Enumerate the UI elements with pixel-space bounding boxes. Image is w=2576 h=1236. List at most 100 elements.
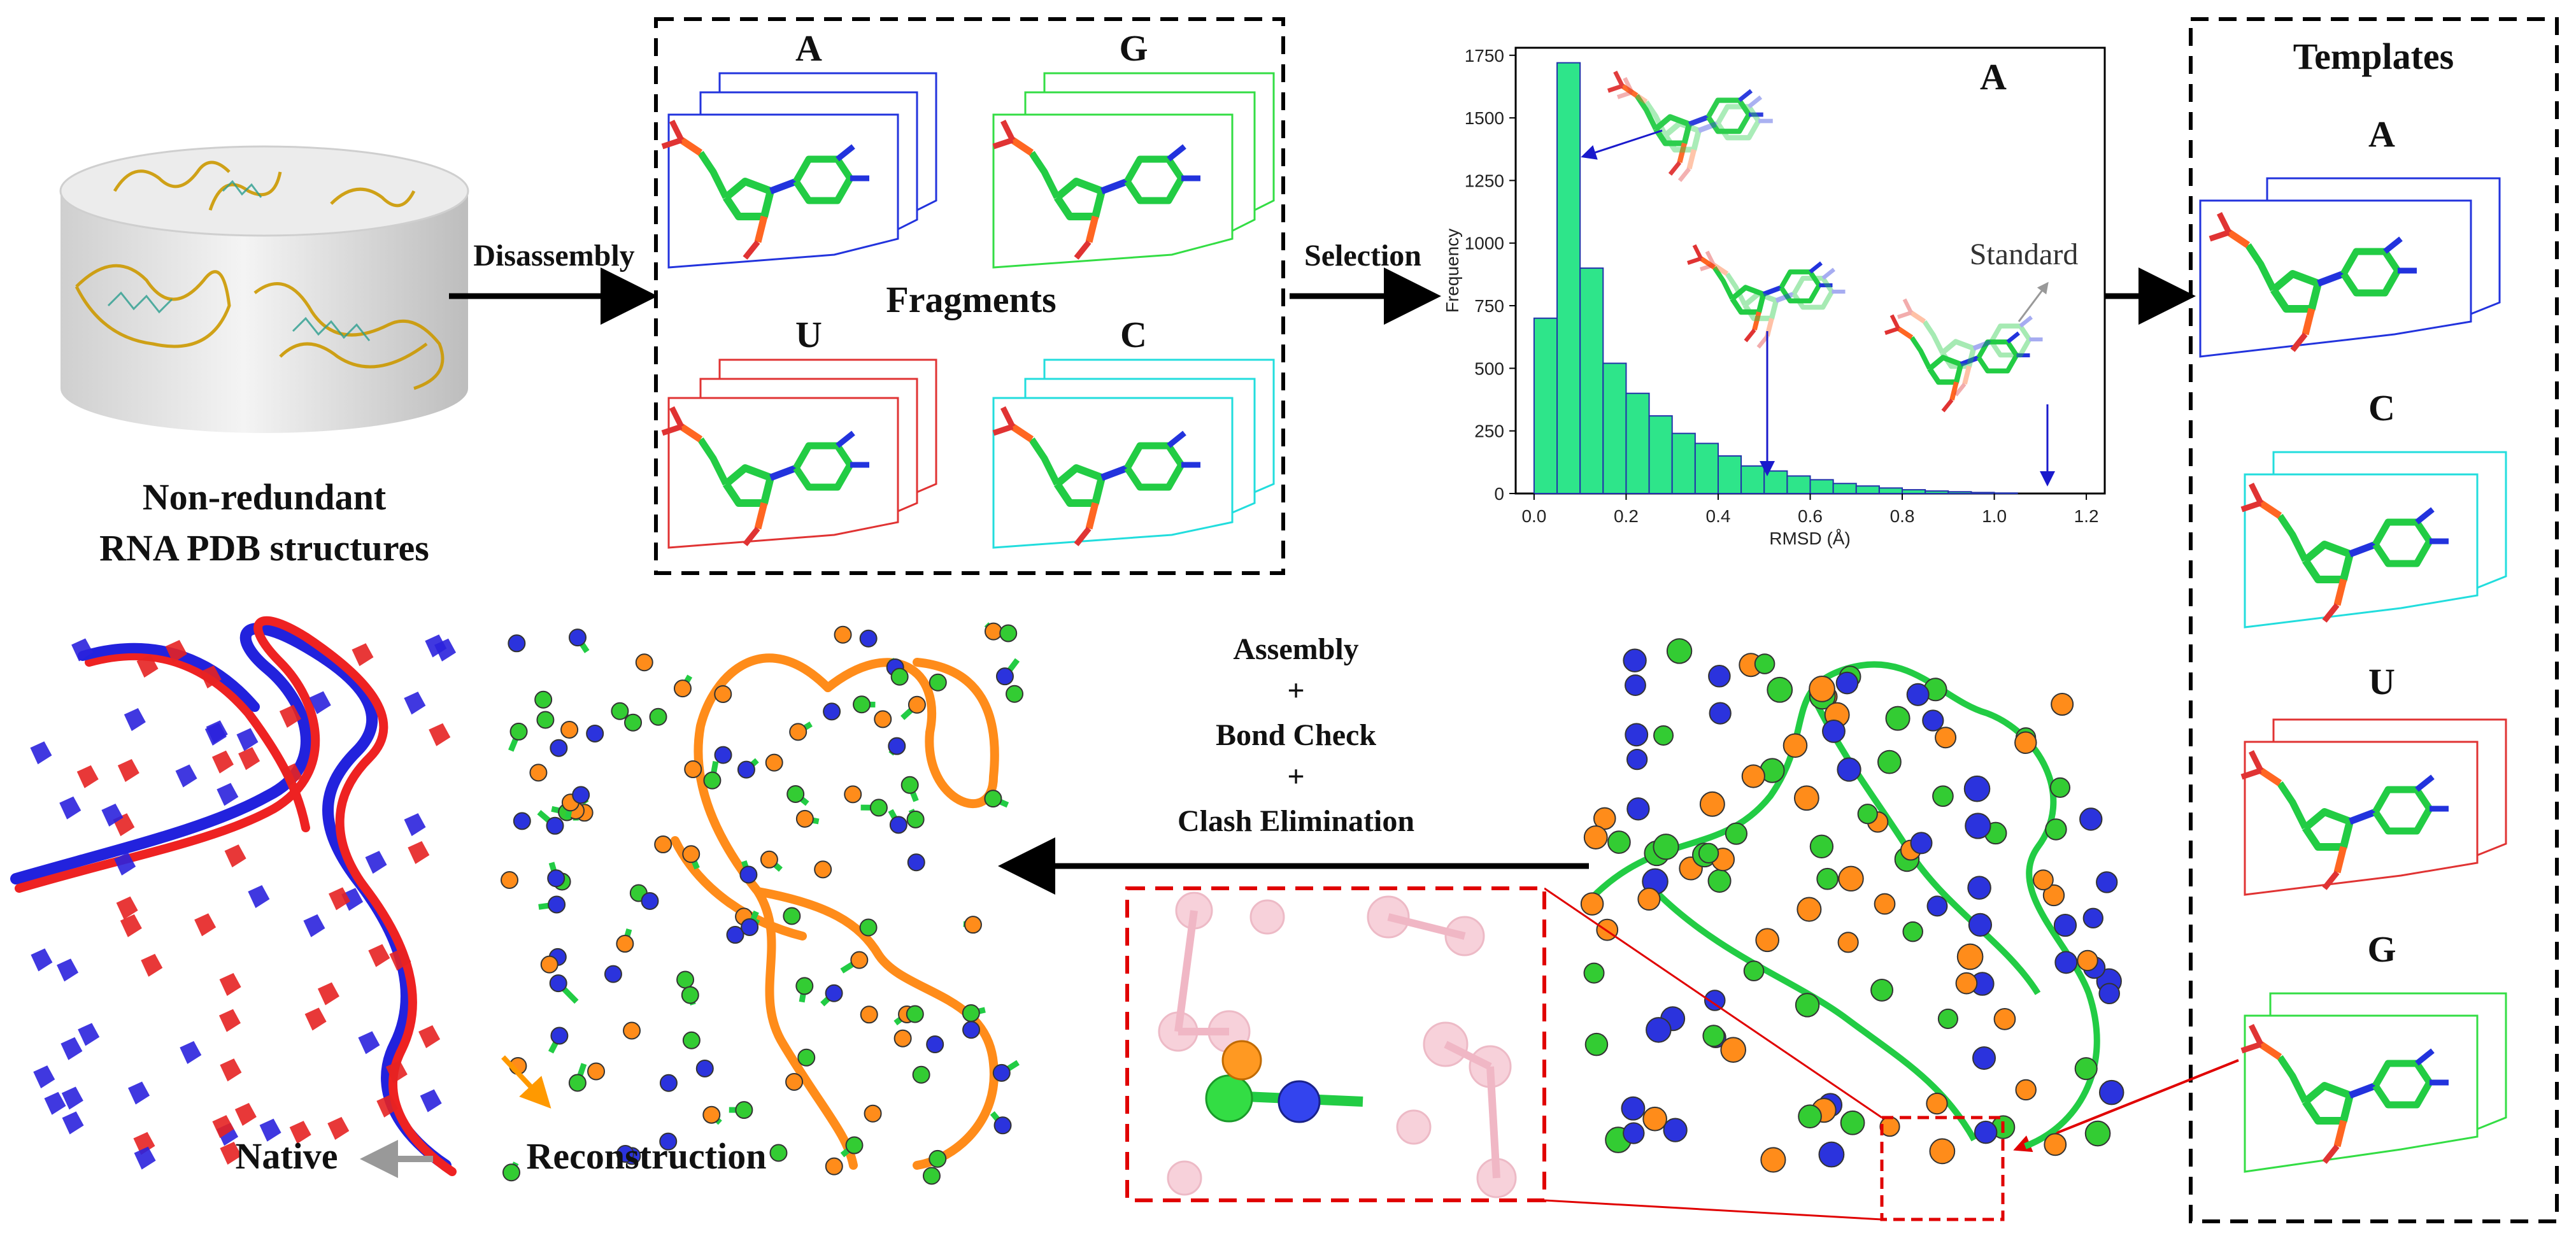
atom-bead xyxy=(673,679,692,698)
histogram-bar xyxy=(1533,317,1558,494)
cg-bead xyxy=(1621,1096,1646,1121)
cg-bead xyxy=(1965,813,1991,839)
nucleotide-block xyxy=(358,1031,380,1055)
cg-bead xyxy=(1708,665,1731,688)
atom-bead xyxy=(739,865,758,884)
nucleotide-block xyxy=(62,1111,84,1135)
atom-bead xyxy=(900,776,919,794)
atom-bead xyxy=(845,1136,864,1154)
cg-bead xyxy=(1993,1007,2016,1030)
atom-bead xyxy=(844,785,862,804)
plus-sign-2: + xyxy=(1287,760,1304,793)
cg-bead xyxy=(1968,913,1993,937)
histogram-bar xyxy=(1579,267,1604,494)
nucleotide-block xyxy=(341,888,364,911)
atom-bead xyxy=(929,1149,947,1168)
atom-bead xyxy=(624,713,643,732)
cg-bead xyxy=(1743,960,1765,982)
template-base-u: U xyxy=(2368,661,2395,702)
cg-bead xyxy=(2096,871,2118,893)
histogram-bar xyxy=(1809,479,1834,495)
arrow-to-low xyxy=(1581,129,1663,160)
nucleotide-block xyxy=(165,639,187,663)
nucleotide-block xyxy=(304,1007,327,1031)
atom-bead xyxy=(893,1029,912,1048)
cg-bead xyxy=(2053,913,2077,937)
atom-bead xyxy=(765,753,783,772)
fragment-card-c: C xyxy=(993,314,1275,549)
histogram-bar xyxy=(1740,465,1765,495)
cg-bead xyxy=(1926,1092,1948,1115)
cg-bead xyxy=(2098,1079,2124,1105)
plus-sign-1: + xyxy=(1287,674,1304,707)
disassembly-label: Disassembly xyxy=(473,239,634,273)
cg-bead xyxy=(1625,674,1646,697)
atom-bead xyxy=(825,1157,843,1176)
atom-bead xyxy=(922,1167,941,1185)
database-title-line1: Non-redundant xyxy=(143,476,387,518)
cg-bead xyxy=(1783,733,1808,758)
cg-bead xyxy=(1720,1037,1746,1063)
cg-bead xyxy=(1725,822,1748,845)
nucleotide-block xyxy=(218,1009,241,1032)
atom-bead xyxy=(964,916,982,934)
atom-bead xyxy=(676,970,695,989)
atom-bead xyxy=(850,951,869,969)
atom-bead xyxy=(534,690,553,709)
atom-bead xyxy=(536,711,555,729)
nucleotide-block xyxy=(434,638,457,662)
nucleotide-block xyxy=(309,691,331,714)
histogram-bar xyxy=(1763,470,1788,495)
nucleotide-block xyxy=(327,1117,350,1140)
nucleotide-block xyxy=(33,1065,55,1089)
histogram-bar xyxy=(1671,432,1696,494)
atom-bead xyxy=(508,634,526,653)
nucleotide-block xyxy=(217,783,239,806)
template-card-g: G xyxy=(2242,928,2507,1173)
atom-bead xyxy=(509,722,528,741)
atom-bead xyxy=(641,891,659,910)
template-card-u: U xyxy=(2242,661,2507,896)
atom-bead xyxy=(550,739,568,757)
cg-bead xyxy=(1626,748,1648,771)
atom-bead xyxy=(654,835,672,854)
nucleotide-block xyxy=(408,841,430,864)
atom-bead xyxy=(795,977,814,995)
cg-bead xyxy=(1767,676,1793,703)
atom-bead xyxy=(926,1035,944,1054)
nucleotide-block xyxy=(60,1037,83,1060)
histogram-bar xyxy=(1993,492,2018,495)
cg-bead xyxy=(1929,1138,1956,1165)
nucleotide-block xyxy=(280,763,302,786)
fragment-base-g: G xyxy=(1119,27,1148,69)
cg-bead xyxy=(2015,1079,2037,1101)
cg-bead xyxy=(1877,749,1902,774)
cg-bead xyxy=(2014,731,2037,754)
nucleotide-block xyxy=(220,1058,242,1082)
cg-bead xyxy=(1955,972,1978,995)
histogram-bar xyxy=(1947,491,1972,495)
atom-bead xyxy=(929,673,947,692)
atom-bead xyxy=(540,955,559,974)
cg-bead xyxy=(1835,671,1859,695)
atom-bead xyxy=(681,986,699,1004)
cg-bead xyxy=(1584,1032,1609,1056)
cg-bead xyxy=(1663,1118,1688,1142)
nucleotide-block xyxy=(117,758,139,782)
nucleotide-block xyxy=(259,1118,281,1142)
atom-bead xyxy=(547,869,566,888)
histogram-bar xyxy=(1970,492,1995,494)
nucleotide-block xyxy=(404,813,426,836)
cg-bead xyxy=(1698,842,1719,863)
cg-bead xyxy=(1653,725,1674,746)
cg-bead xyxy=(1741,764,1765,788)
nucleotide-block xyxy=(133,1132,155,1155)
atom-bead xyxy=(789,723,808,741)
cg-bead xyxy=(1626,797,1650,821)
y-tick-label: 0 xyxy=(1494,484,1504,504)
y-tick-label: 250 xyxy=(1474,422,1504,441)
cg-bead xyxy=(1932,785,1954,807)
atom-bead xyxy=(611,702,629,720)
cg-bead xyxy=(2032,869,2054,891)
histogram-bar xyxy=(1556,62,1581,494)
